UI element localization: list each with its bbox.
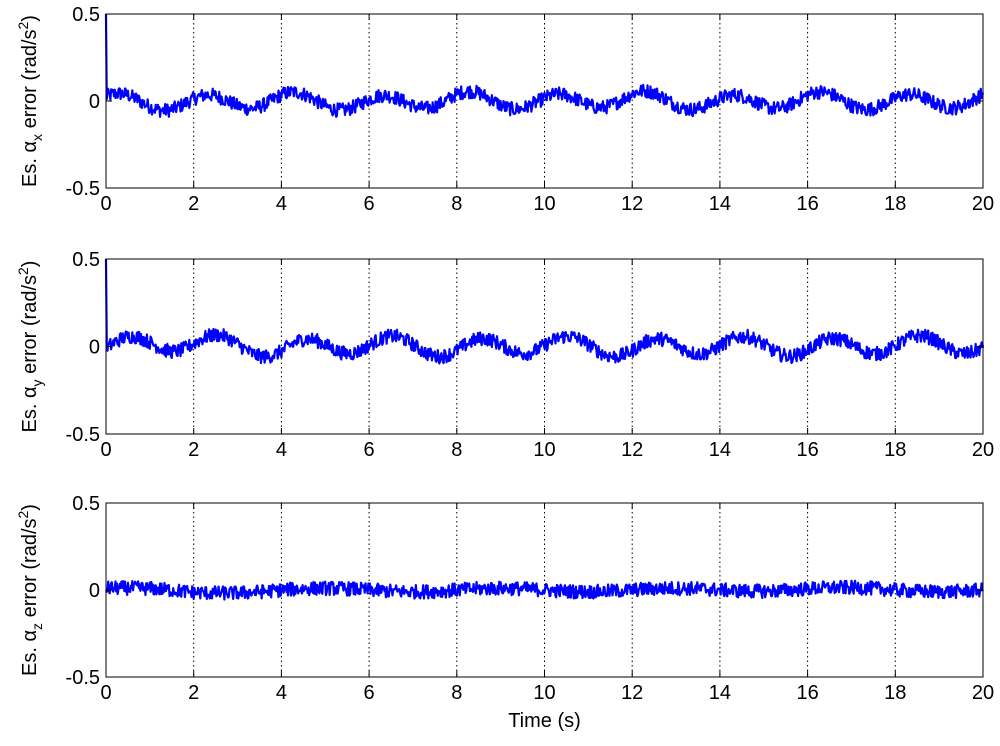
x-tick-label: 16	[796, 682, 818, 704]
y-tick-label: 0	[89, 580, 100, 602]
data-series-line	[104, 579, 984, 601]
x-tick-label: 12	[621, 439, 643, 461]
x-tick-label: 2	[188, 193, 199, 215]
x-tick-label: 16	[796, 439, 818, 461]
x-tick-label: 14	[709, 193, 731, 215]
y-tick-label: 0.5	[72, 249, 100, 271]
x-tick-label: 10	[533, 193, 555, 215]
y-tick-label: -0.5	[66, 178, 100, 200]
x-tick-label: 10	[533, 682, 555, 704]
x-tick-label: 2	[188, 439, 199, 461]
y-tick-label: 0	[89, 91, 100, 113]
x-tick-label: 6	[364, 439, 375, 461]
x-tick-label: 16	[796, 193, 818, 215]
x-tick-label: 0	[100, 682, 111, 704]
x-tick-label: 14	[709, 682, 731, 704]
x-tick-label: 12	[621, 193, 643, 215]
x-tick-label: 4	[276, 439, 287, 461]
x-tick-label: 4	[276, 193, 287, 215]
y-axis-label: Es. αx error (rad/s2)	[15, 15, 45, 187]
y-tick-label: 0.5	[72, 4, 100, 26]
y-tick-label: -0.5	[66, 667, 100, 689]
data-series-line	[104, 258, 985, 365]
data-series-line	[104, 13, 985, 118]
x-tick-label: 10	[533, 439, 555, 461]
y-tick-label: -0.5	[66, 424, 100, 446]
x-tick-label: 4	[276, 682, 287, 704]
x-tick-label: 20	[972, 193, 994, 215]
x-tick-label: 12	[621, 682, 643, 704]
x-tick-label: 18	[884, 439, 906, 461]
y-tick-label: 0.5	[72, 493, 100, 515]
y-tick-label: 0	[89, 337, 100, 359]
x-tick-label: 8	[451, 439, 462, 461]
chart-panel-1: 0 2 4 6 8 10 12 14 16 18 20-0.500.5Es. αx error (r…	[15, 4, 994, 215]
x-tick-label: 2	[188, 682, 199, 704]
y-axis-label: Es. αz error (rad/s2)	[15, 504, 45, 676]
x-tick-label: 6	[364, 193, 375, 215]
x-tick-label: 6	[364, 682, 375, 704]
x-tick-label: 0	[100, 439, 111, 461]
x-tick-label: 0	[100, 193, 111, 215]
y-axis-label: Es. αy error (rad/s2)	[15, 261, 45, 433]
x-tick-label: 20	[972, 439, 994, 461]
x-tick-label: 8	[451, 193, 462, 215]
x-tick-label: 8	[451, 682, 462, 704]
chart-panel-3: 0 2 4 6 8 10 12 14 16 18 20-0.500.5Es. αz error (r…	[15, 493, 994, 732]
x-tick-label: 18	[884, 682, 906, 704]
x-tick-label: 20	[972, 682, 994, 704]
x-tick-label: 18	[884, 193, 906, 215]
chart-panel-2: 0 2 4 6 8 10 12 14 16 18 20-0.500.5Es. αy error (r…	[15, 249, 994, 461]
x-tick-label: 14	[709, 439, 731, 461]
x-axis-label: Time (s)	[508, 710, 581, 732]
